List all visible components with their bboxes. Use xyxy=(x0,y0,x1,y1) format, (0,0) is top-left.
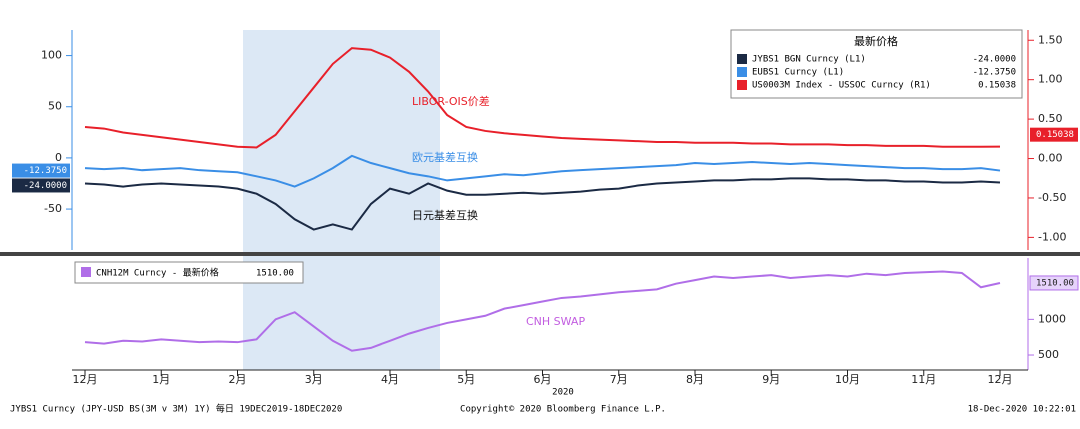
x-tick-label: 9月 xyxy=(762,373,780,386)
annotation: 欧元基差互换 xyxy=(412,150,478,164)
series-line xyxy=(84,270,1001,352)
footer-center: Copyright© 2020 Bloomberg Finance L.P. xyxy=(460,405,666,415)
annotation: LIBOR-OIS价差 xyxy=(412,94,490,108)
x-tick-label: 5月 xyxy=(457,373,475,386)
y-tick-label: 500 xyxy=(1038,348,1059,361)
legend-label: JYBS1 BGN Curncy (L1) xyxy=(752,55,866,65)
x-tick-label: 10月 xyxy=(835,373,860,386)
legend-value: 0.15038 xyxy=(978,81,1016,91)
value-flag xyxy=(12,178,70,193)
value-flag-label: -12.3750 xyxy=(24,166,67,176)
legend-label: US0003M Index - USSOC Curncy (R1) xyxy=(752,81,931,91)
footer-right: 18-Dec-2020 10:22:01 xyxy=(968,405,1076,415)
value-flag-label: 1510.00 xyxy=(1036,278,1074,288)
series-line xyxy=(84,177,1001,231)
value-flag xyxy=(1030,127,1078,142)
legend-box xyxy=(74,261,304,284)
legend-label: CNH12M Curncy - 最新价格 xyxy=(96,267,219,279)
series-line xyxy=(84,154,1001,188)
footer-left: JYBS1 Curncy (JPY-USD BS(3M v 3M) 1Y) 每日… xyxy=(10,403,342,415)
legend-swatch xyxy=(737,80,747,90)
value-flag-label: 0.15038 xyxy=(1036,130,1074,140)
x-tick-label: 1月 xyxy=(152,373,170,386)
y2-tick-label: -1.00 xyxy=(1038,230,1066,243)
legend-value: 1510.00 xyxy=(256,269,294,279)
y-tick-label: -50 xyxy=(44,202,62,215)
legend-box xyxy=(730,29,1023,99)
y2-tick-label: 0.50 xyxy=(1038,112,1063,125)
x-tick-label: 12月 xyxy=(73,373,98,386)
y2-tick-label: 1.00 xyxy=(1038,73,1063,86)
annotation: CNH SWAP xyxy=(526,315,585,328)
series-line xyxy=(84,47,1001,149)
legend: 最新价格 JYBS1 BGN Curncy (L1) -24.0000 EUBS1 … xyxy=(730,29,1023,99)
x-tick-label: 2月 xyxy=(229,373,247,386)
y2-tick-label: -0.50 xyxy=(1038,191,1066,204)
value-flag-label: -24.0000 xyxy=(24,181,67,191)
legend-swatch xyxy=(737,54,747,64)
legend-swatch xyxy=(81,267,91,277)
legend-swatch xyxy=(737,67,747,77)
y-tick-label: 0 xyxy=(55,151,62,164)
value-flag xyxy=(12,163,70,178)
highlight-band xyxy=(243,30,440,370)
x-tick-label: 4月 xyxy=(381,373,399,386)
legend-label: EUBS1 Curncy (L1) xyxy=(752,68,844,78)
x-tick-label: 3月 xyxy=(305,373,323,386)
x-tick-label: 6月 xyxy=(534,373,552,386)
y-tick-label: 50 xyxy=(48,100,62,113)
annotation: 日元基差互换 xyxy=(412,208,478,222)
y2-tick-label: 0.00 xyxy=(1038,152,1063,165)
panel-separator xyxy=(0,252,1080,256)
x-tick-label: 8月 xyxy=(686,373,704,386)
y-tick-label: 100 xyxy=(41,49,62,62)
y2-tick-label: 1.50 xyxy=(1038,33,1063,46)
legend-value: -12.3750 xyxy=(973,68,1016,78)
legend-value: -24.0000 xyxy=(973,55,1016,65)
x-tick-label: 7月 xyxy=(610,373,628,386)
x-tick-label: 12月 xyxy=(988,373,1013,386)
x-axis-label: 2020 xyxy=(552,388,574,398)
x-tick-label: 11月 xyxy=(911,373,936,386)
value-flag xyxy=(1029,275,1079,291)
y-tick-label: 1000 xyxy=(1038,312,1066,325)
legend-title: 最新价格 xyxy=(854,34,898,48)
